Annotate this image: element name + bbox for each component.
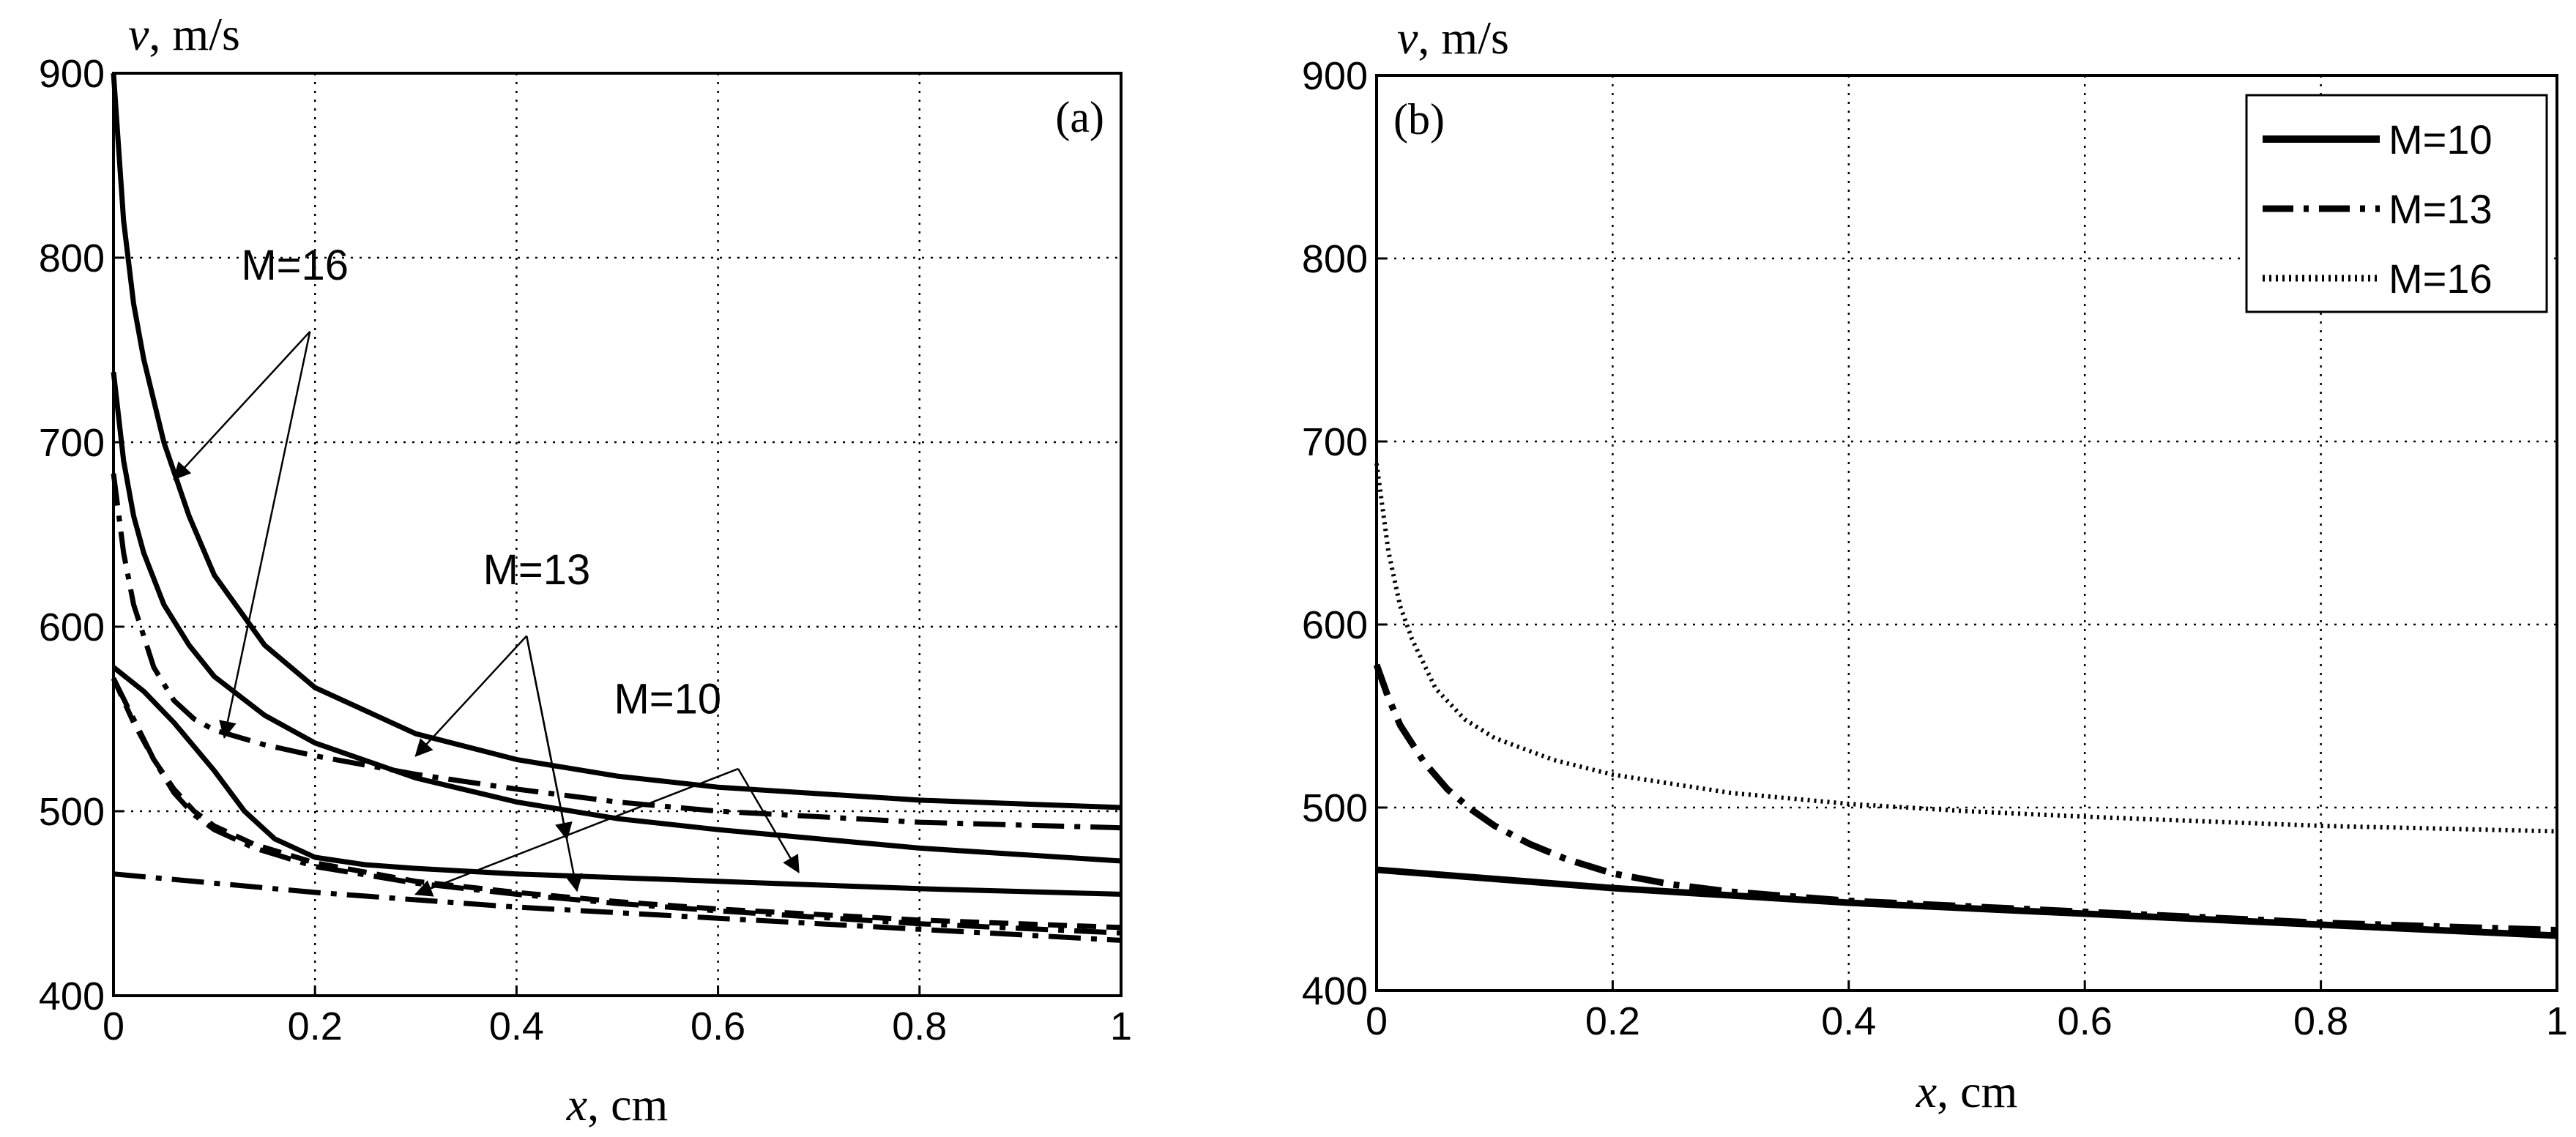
panel-a-series-line-6 [113, 871, 1122, 943]
panel-a-grid [113, 73, 1121, 996]
panel-b-x-tick-label: 1 [2546, 999, 2568, 1043]
legend-label-m10: M=10 [2389, 116, 2493, 163]
panel-a-x-axis-label: x, cm [566, 1078, 669, 1130]
panel-a-y-axis-label: v, m/s [128, 8, 240, 60]
panel-a-series-line-1 [111, 371, 1122, 864]
panel-a-x-tick-label: 0.6 [690, 1004, 745, 1048]
panel-a-x-tick-label: 1 [1110, 1004, 1132, 1048]
panel-a-x-tick-label: 0.2 [288, 1004, 343, 1048]
panel-a-y-ticks: 400 500 600 700 800 900 [39, 52, 124, 1018]
panel-b-series-line-2 [1374, 463, 2558, 834]
panel-b-y-tick-label: 800 [1302, 237, 1368, 281]
panel-a-x-tick-label: 0.8 [892, 1004, 947, 1048]
panel-b-y-tick-label: 900 [1302, 54, 1368, 98]
panel-a-y-tick-label: 400 [39, 974, 105, 1018]
panel-a-x-ticks: 0 0.2 0.4 0.6 0.8 1 [103, 985, 1132, 1048]
panel-a-y-axis-unit: , m/s [149, 8, 239, 60]
panel-a-series-line-5 [111, 677, 1122, 936]
panel-b-x-tick-label: 0.4 [1821, 999, 1876, 1043]
annotation-arrow [737, 768, 800, 873]
panel-a-label: (a) [1055, 93, 1104, 141]
annotation-label: M=16 [241, 242, 349, 289]
panel-a-x-axis-var: x [566, 1078, 587, 1130]
annotation-arrow [414, 635, 528, 757]
panel-b-y-ticks: 400 500 600 700 800 900 [1302, 54, 1387, 1013]
panel-a-plot-frame [112, 72, 1123, 997]
panel-a-annotations: M=16 M=13 M=10 [173, 242, 800, 897]
panel-a-series-line-0 [111, 72, 1122, 810]
annotation-arrow [525, 635, 573, 840]
annotation-arrow [173, 330, 311, 480]
panel-b-series-line-1 [1373, 663, 2558, 933]
legend-label-m16: M=16 [2389, 256, 2493, 302]
panel-a-x-axis-unit: , cm [587, 1078, 668, 1130]
panel-b-x-axis-var: x [1916, 1065, 1937, 1117]
panel-b-y-axis-var: v [1397, 12, 1418, 64]
panel-a-y-axis-var: v [128, 8, 149, 60]
panel-b-x-axis-label: x, cm [1916, 1065, 2018, 1117]
annotation-arrow [414, 767, 739, 897]
chart-panel-b: 0 0.2 0.4 0.6 0.8 1 400 500 600 700 800 900 (b) v,… [1302, 12, 2568, 1117]
legend-label-m13: M=13 [2389, 186, 2493, 232]
panel-a-y-tick-label: 800 [39, 236, 105, 280]
panel-a-series-line-4 [111, 677, 1122, 931]
panel-b-grid [1377, 75, 2557, 991]
panel-a-series-line-3 [111, 665, 1122, 897]
panel-b-series [1373, 463, 2558, 939]
panel-b-y-axis-label: v, m/s [1397, 12, 1509, 64]
panel-b-x-tick-label: 0.8 [2293, 999, 2348, 1043]
panel-b-label: (b) [1393, 95, 1445, 143]
panel-b-x-tick-label: 0.2 [1585, 999, 1640, 1043]
panel-b-y-tick-label: 400 [1302, 969, 1368, 1013]
panel-b-y-tick-label: 700 [1302, 420, 1368, 464]
panel-a-y-tick-label: 900 [39, 52, 105, 96]
annotation-label: M=10 [614, 675, 721, 723]
panel-b-y-axis-unit: , m/s [1418, 12, 1508, 64]
panel-a-y-tick-label: 500 [39, 790, 105, 834]
panel-a-y-tick-label: 700 [39, 421, 105, 465]
panel-b-plot-frame [1375, 74, 2558, 992]
panel-a-x-tick-label: 0 [103, 1004, 124, 1048]
annotation-label: M=13 [483, 546, 591, 594]
panel-b-y-tick-label: 500 [1302, 786, 1368, 830]
panel-b-legend: M=10 M=13 M=16 [2245, 94, 2548, 313]
chart-panel-a: M=16 M=13 M=10 0 0.2 0.4 0.6 0.8 1 400 500 600 700… [39, 8, 1132, 1130]
panel-b-x-axis-unit: , cm [1937, 1065, 2017, 1117]
panel-b-x-tick-label: 0 [1366, 999, 1388, 1043]
panel-b-x-ticks: 0 0.2 0.4 0.6 0.8 1 [1366, 980, 2568, 1043]
panel-a-series [111, 72, 1122, 943]
panel-b-x-tick-label: 0.6 [2058, 999, 2112, 1043]
annotation-arrow [219, 331, 311, 739]
panel-a-y-tick-label: 600 [39, 605, 105, 649]
panel-a-series-line-2 [111, 473, 1122, 831]
panel-b-y-tick-label: 600 [1302, 603, 1368, 647]
panel-a-x-tick-label: 0.4 [489, 1004, 544, 1048]
